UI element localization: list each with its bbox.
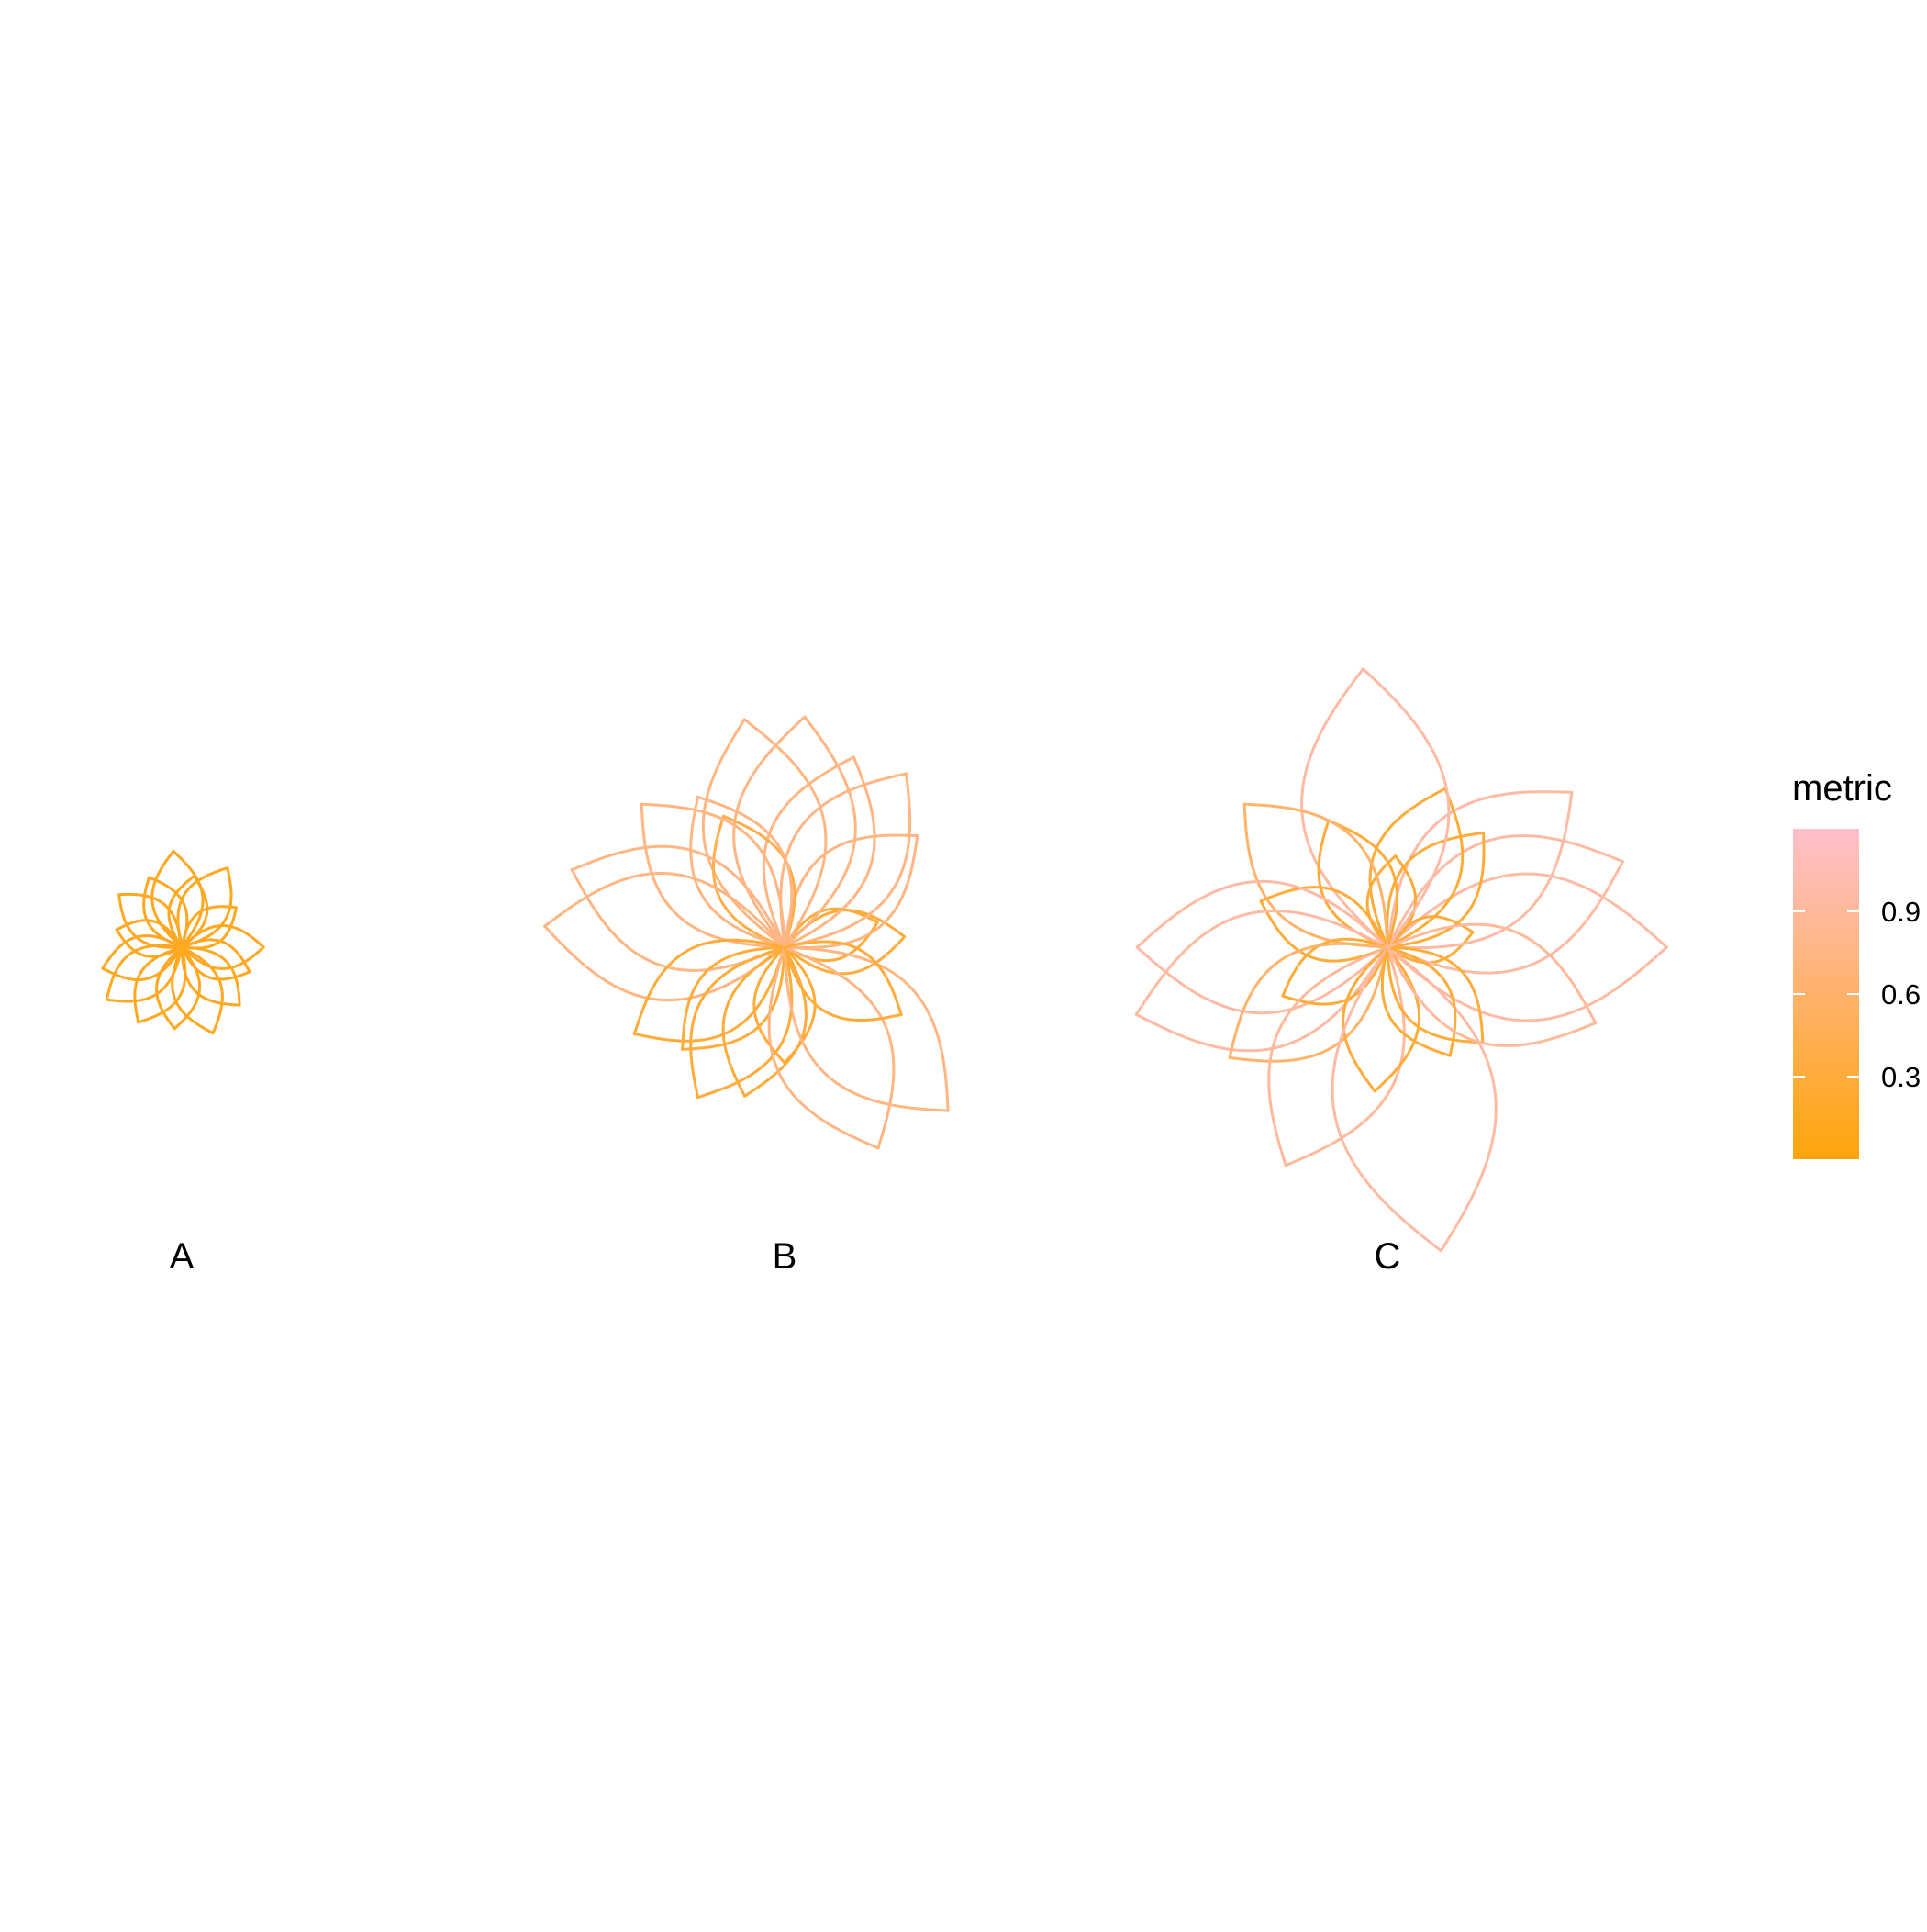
petal-c-3 [1386,790,1574,950]
petal-b-10 [570,844,786,972]
petal-a-5 [142,876,189,949]
petal-c-14 [1228,942,1389,1063]
petal-b-7 [712,814,796,949]
petal-b-2 [783,833,919,949]
petal-a-2 [176,866,233,949]
petal-b-12 [632,938,786,1043]
petal-c-18 [1380,945,1457,1057]
legend-tick-label-1: 0.6 [1881,978,1921,1011]
legend-ticks: 0.3 0.6 0.9 [1793,896,1921,1093]
panel-b: B [543,715,950,1277]
petal-b-14 [689,945,794,1100]
petal-a-14 [180,938,251,981]
petal-a-12 [171,945,224,1035]
petal-a-13 [180,945,241,1007]
petal-b-15 [721,945,808,1098]
petal-c-7 [1300,667,1451,949]
petal-c-15 [1267,945,1406,1167]
petal-b-8 [689,795,794,949]
panel-label-a: A [170,1236,195,1277]
petal-c-11 [1135,879,1389,1015]
legend-tick-label-0: 0.3 [1881,1061,1921,1093]
petal-b-17 [767,945,896,1150]
petal-b-18 [783,945,950,1112]
petal-c-12 [1134,910,1389,1053]
petal-b-13 [681,945,786,1051]
panels-layer: A B C [101,667,1668,1277]
petal-c-10 [1259,886,1389,963]
petal-c-20 [1386,922,1598,1047]
panel-label-c: C [1375,1236,1401,1277]
petal-b-11 [543,872,786,1002]
petal-c-5 [1368,787,1465,949]
petal-c-13 [1281,937,1389,1006]
petal-c-9 [1242,802,1389,949]
petal-c-16 [1342,945,1421,1093]
petal-c-17 [1331,945,1498,1253]
panel-a: A [101,849,265,1277]
legend-tick-label-2: 0.9 [1881,896,1921,928]
legend-title: metric [1792,768,1892,809]
panel-label-b: B [773,1236,797,1277]
petal-b-16 [752,945,817,1065]
petal-a-8 [101,934,184,981]
petal-b-19 [783,940,903,1022]
petal-b-3 [779,772,912,949]
panel-c: C [1134,667,1668,1277]
petal-c-0 [1386,872,1668,1022]
petal-b-4 [762,755,876,949]
petal-a-0 [180,924,265,970]
petal-b-9 [640,802,786,949]
color-legend: metric 0.3 0.6 0.9 [1792,768,1921,1159]
petal-c-4 [1386,831,1486,949]
